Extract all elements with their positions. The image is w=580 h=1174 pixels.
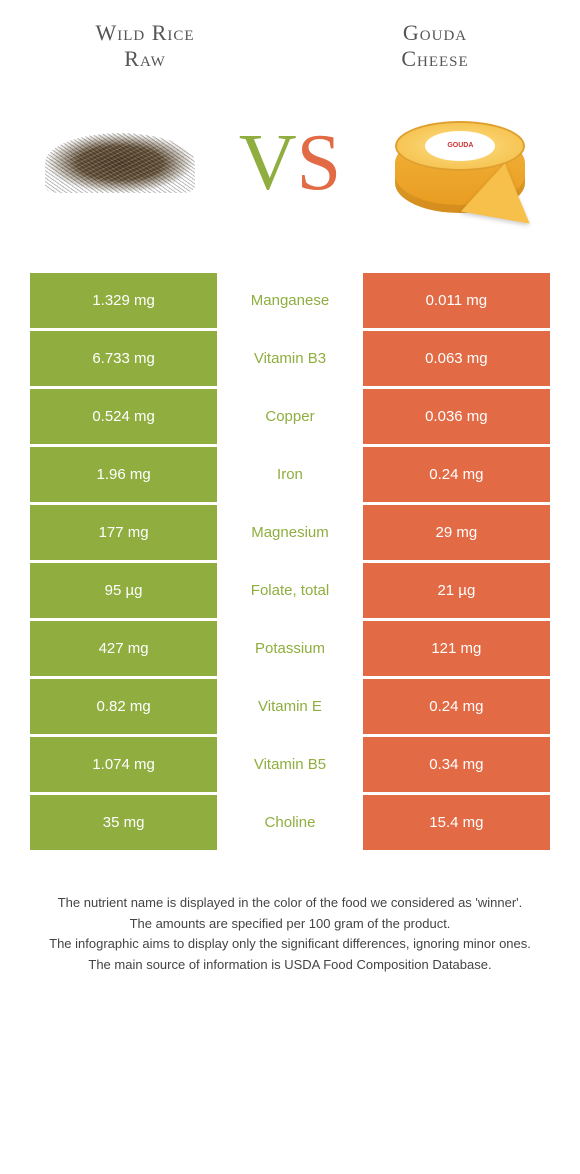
table-row: 95 µgFolate, total21 µg [30,563,550,618]
table-row: 1.96 mgIron0.24 mg [30,447,550,502]
left-value-cell: 0.524 mg [30,389,217,444]
nutrient-label-cell: Vitamin B5 [217,737,363,792]
infographic-container: Wild Rice Raw Gouda Cheese VS GOUDA 1.32… [0,0,580,1174]
nutrient-label-cell: Magnesium [217,505,363,560]
right-food-line1: Gouda [403,20,467,45]
gouda-cheese-image: GOUDA [380,103,540,223]
right-value-cell: 0.011 mg [363,273,550,328]
wild-rice-image [40,103,200,223]
right-value-cell: 0.34 mg [363,737,550,792]
nutrient-label-cell: Vitamin B3 [217,331,363,386]
table-row: 427 mgPotassium121 mg [30,621,550,676]
footnote-line: The amounts are specified per 100 gram o… [30,914,550,935]
vs-label: VS [239,123,341,203]
table-row: 1.329 mgManganese0.011 mg [30,273,550,328]
left-value-cell: 95 µg [30,563,217,618]
left-value-cell: 1.329 mg [30,273,217,328]
nutrient-label-cell: Choline [217,795,363,850]
left-value-cell: 427 mg [30,621,217,676]
right-food-line2: Cheese [401,46,468,71]
left-value-cell: 0.82 mg [30,679,217,734]
header: Wild Rice Raw Gouda Cheese [0,20,580,73]
vs-v: V [239,119,297,207]
right-value-cell: 21 µg [363,563,550,618]
right-value-cell: 0.036 mg [363,389,550,444]
table-row: 0.82 mgVitamin E0.24 mg [30,679,550,734]
footnote-line: The infographic aims to display only the… [30,934,550,955]
table-row: 6.733 mgVitamin B30.063 mg [30,331,550,386]
table-row: 35 mgCholine15.4 mg [30,795,550,850]
nutrient-label-cell: Copper [217,389,363,444]
right-food-title: Gouda Cheese [319,20,551,73]
left-value-cell: 6.733 mg [30,331,217,386]
right-value-cell: 0.24 mg [363,447,550,502]
footnote-line: The nutrient name is displayed in the co… [30,893,550,914]
vs-s: S [297,119,342,207]
footnote-line: The main source of information is USDA F… [30,955,550,976]
footnotes: The nutrient name is displayed in the co… [0,853,580,976]
left-value-cell: 1.074 mg [30,737,217,792]
rice-pile-icon [45,133,195,193]
nutrient-label-cell: Vitamin E [217,679,363,734]
left-value-cell: 1.96 mg [30,447,217,502]
left-food-title: Wild Rice Raw [29,20,261,73]
table-row: 1.074 mgVitamin B50.34 mg [30,737,550,792]
right-value-cell: 121 mg [363,621,550,676]
left-food-line1: Wild Rice [95,20,194,45]
right-value-cell: 0.24 mg [363,679,550,734]
nutrient-label-cell: Folate, total [217,563,363,618]
cheese-wheel-icon: GOUDA [395,113,525,213]
left-value-cell: 177 mg [30,505,217,560]
nutrient-label-cell: Iron [217,447,363,502]
left-food-line2: Raw [124,46,165,71]
images-row: VS GOUDA [0,103,580,223]
nutrient-table: 1.329 mgManganese0.011 mg6.733 mgVitamin… [0,273,580,850]
nutrient-label-cell: Potassium [217,621,363,676]
table-row: 0.524 mgCopper0.036 mg [30,389,550,444]
right-value-cell: 29 mg [363,505,550,560]
right-value-cell: 0.063 mg [363,331,550,386]
nutrient-label-cell: Manganese [217,273,363,328]
left-value-cell: 35 mg [30,795,217,850]
right-value-cell: 15.4 mg [363,795,550,850]
table-row: 177 mgMagnesium29 mg [30,505,550,560]
